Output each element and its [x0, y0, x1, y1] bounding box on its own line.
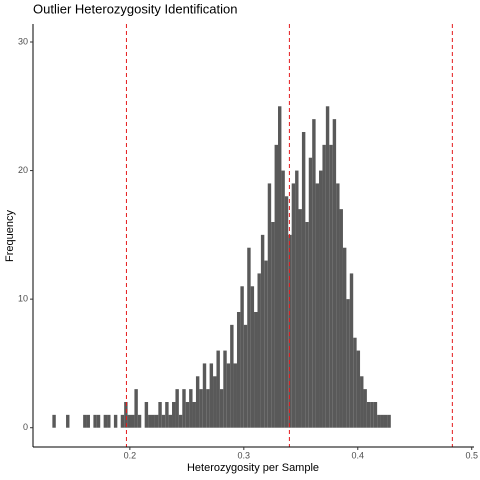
bar	[182, 389, 186, 428]
bar	[219, 389, 224, 428]
bar	[298, 209, 302, 428]
bar	[202, 363, 207, 428]
bar	[52, 414, 56, 428]
bar	[107, 414, 111, 428]
bar	[209, 363, 214, 428]
bar	[301, 132, 306, 428]
bar	[264, 260, 268, 428]
bar	[346, 299, 350, 428]
bar	[230, 324, 234, 428]
bar	[172, 402, 176, 428]
bar	[113, 414, 118, 428]
bar	[250, 286, 255, 428]
bar	[312, 119, 316, 428]
bar	[353, 337, 357, 428]
bar	[213, 376, 217, 428]
x-tick-label: 0.5	[465, 450, 478, 460]
bar	[178, 414, 183, 428]
bar	[284, 196, 289, 428]
bar	[195, 376, 200, 428]
bar	[373, 402, 378, 428]
bar	[377, 414, 381, 428]
bar	[223, 350, 227, 428]
bar	[247, 247, 251, 428]
bar	[383, 414, 388, 428]
y-axis-label: Frequency	[4, 210, 16, 262]
bar	[356, 350, 361, 428]
bar	[387, 414, 391, 428]
x-tick-label: 0.2	[124, 450, 137, 460]
bar	[267, 183, 272, 428]
bar	[175, 389, 179, 428]
bar	[66, 414, 70, 428]
bar	[274, 144, 278, 428]
bar	[288, 234, 292, 428]
bar	[360, 376, 364, 428]
bar	[93, 414, 97, 428]
bar	[120, 414, 125, 428]
bar	[137, 414, 142, 428]
bar	[271, 222, 275, 428]
bar	[148, 414, 152, 428]
bar	[240, 286, 244, 428]
bar	[236, 312, 241, 428]
x-tick-label: 0.3	[238, 450, 251, 460]
bar	[161, 414, 166, 428]
x-axis-label: Heterozygosity per Sample	[187, 462, 319, 474]
bar	[216, 350, 220, 428]
bar	[363, 389, 367, 428]
bar	[342, 247, 347, 428]
bar	[199, 389, 203, 428]
bar	[366, 402, 371, 428]
bar	[295, 170, 299, 428]
bar	[305, 222, 309, 428]
bar	[165, 402, 169, 428]
y-tick-label: 10	[18, 294, 28, 304]
bar	[96, 414, 101, 428]
bar	[281, 170, 285, 428]
y-tick-label: 30	[18, 36, 28, 46]
bar	[185, 402, 190, 428]
bar	[158, 402, 162, 428]
bar	[124, 402, 128, 428]
bar	[349, 273, 354, 428]
bar	[189, 389, 193, 428]
bar	[86, 414, 90, 428]
bar	[315, 183, 320, 428]
bar	[206, 389, 210, 428]
bar	[131, 414, 135, 428]
bar	[308, 157, 313, 428]
y-tick-label: 0	[23, 422, 28, 432]
bar	[154, 414, 159, 428]
y-tick-label: 20	[18, 165, 28, 175]
bar	[325, 106, 330, 428]
bar	[332, 119, 337, 428]
bar	[339, 209, 343, 428]
bar	[83, 414, 87, 428]
bar	[260, 234, 265, 428]
bar	[226, 363, 231, 428]
bar	[144, 402, 149, 428]
bar	[336, 183, 340, 428]
bar	[257, 273, 261, 428]
bar	[103, 414, 108, 428]
bar	[254, 312, 258, 428]
chart-title: Outlier Heterozygosity Identification	[33, 1, 237, 16]
bar	[329, 144, 333, 428]
bar	[370, 402, 374, 428]
bar	[233, 363, 237, 428]
bar	[243, 324, 248, 428]
x-tick-label: 0.4	[352, 450, 365, 460]
bar	[291, 183, 296, 428]
bar	[192, 402, 196, 428]
bar	[134, 389, 138, 428]
bar	[278, 106, 282, 428]
bar	[151, 414, 155, 428]
bar	[127, 414, 131, 428]
bar	[319, 170, 323, 428]
bar	[380, 414, 384, 428]
bar	[322, 144, 326, 428]
bar	[168, 414, 173, 428]
